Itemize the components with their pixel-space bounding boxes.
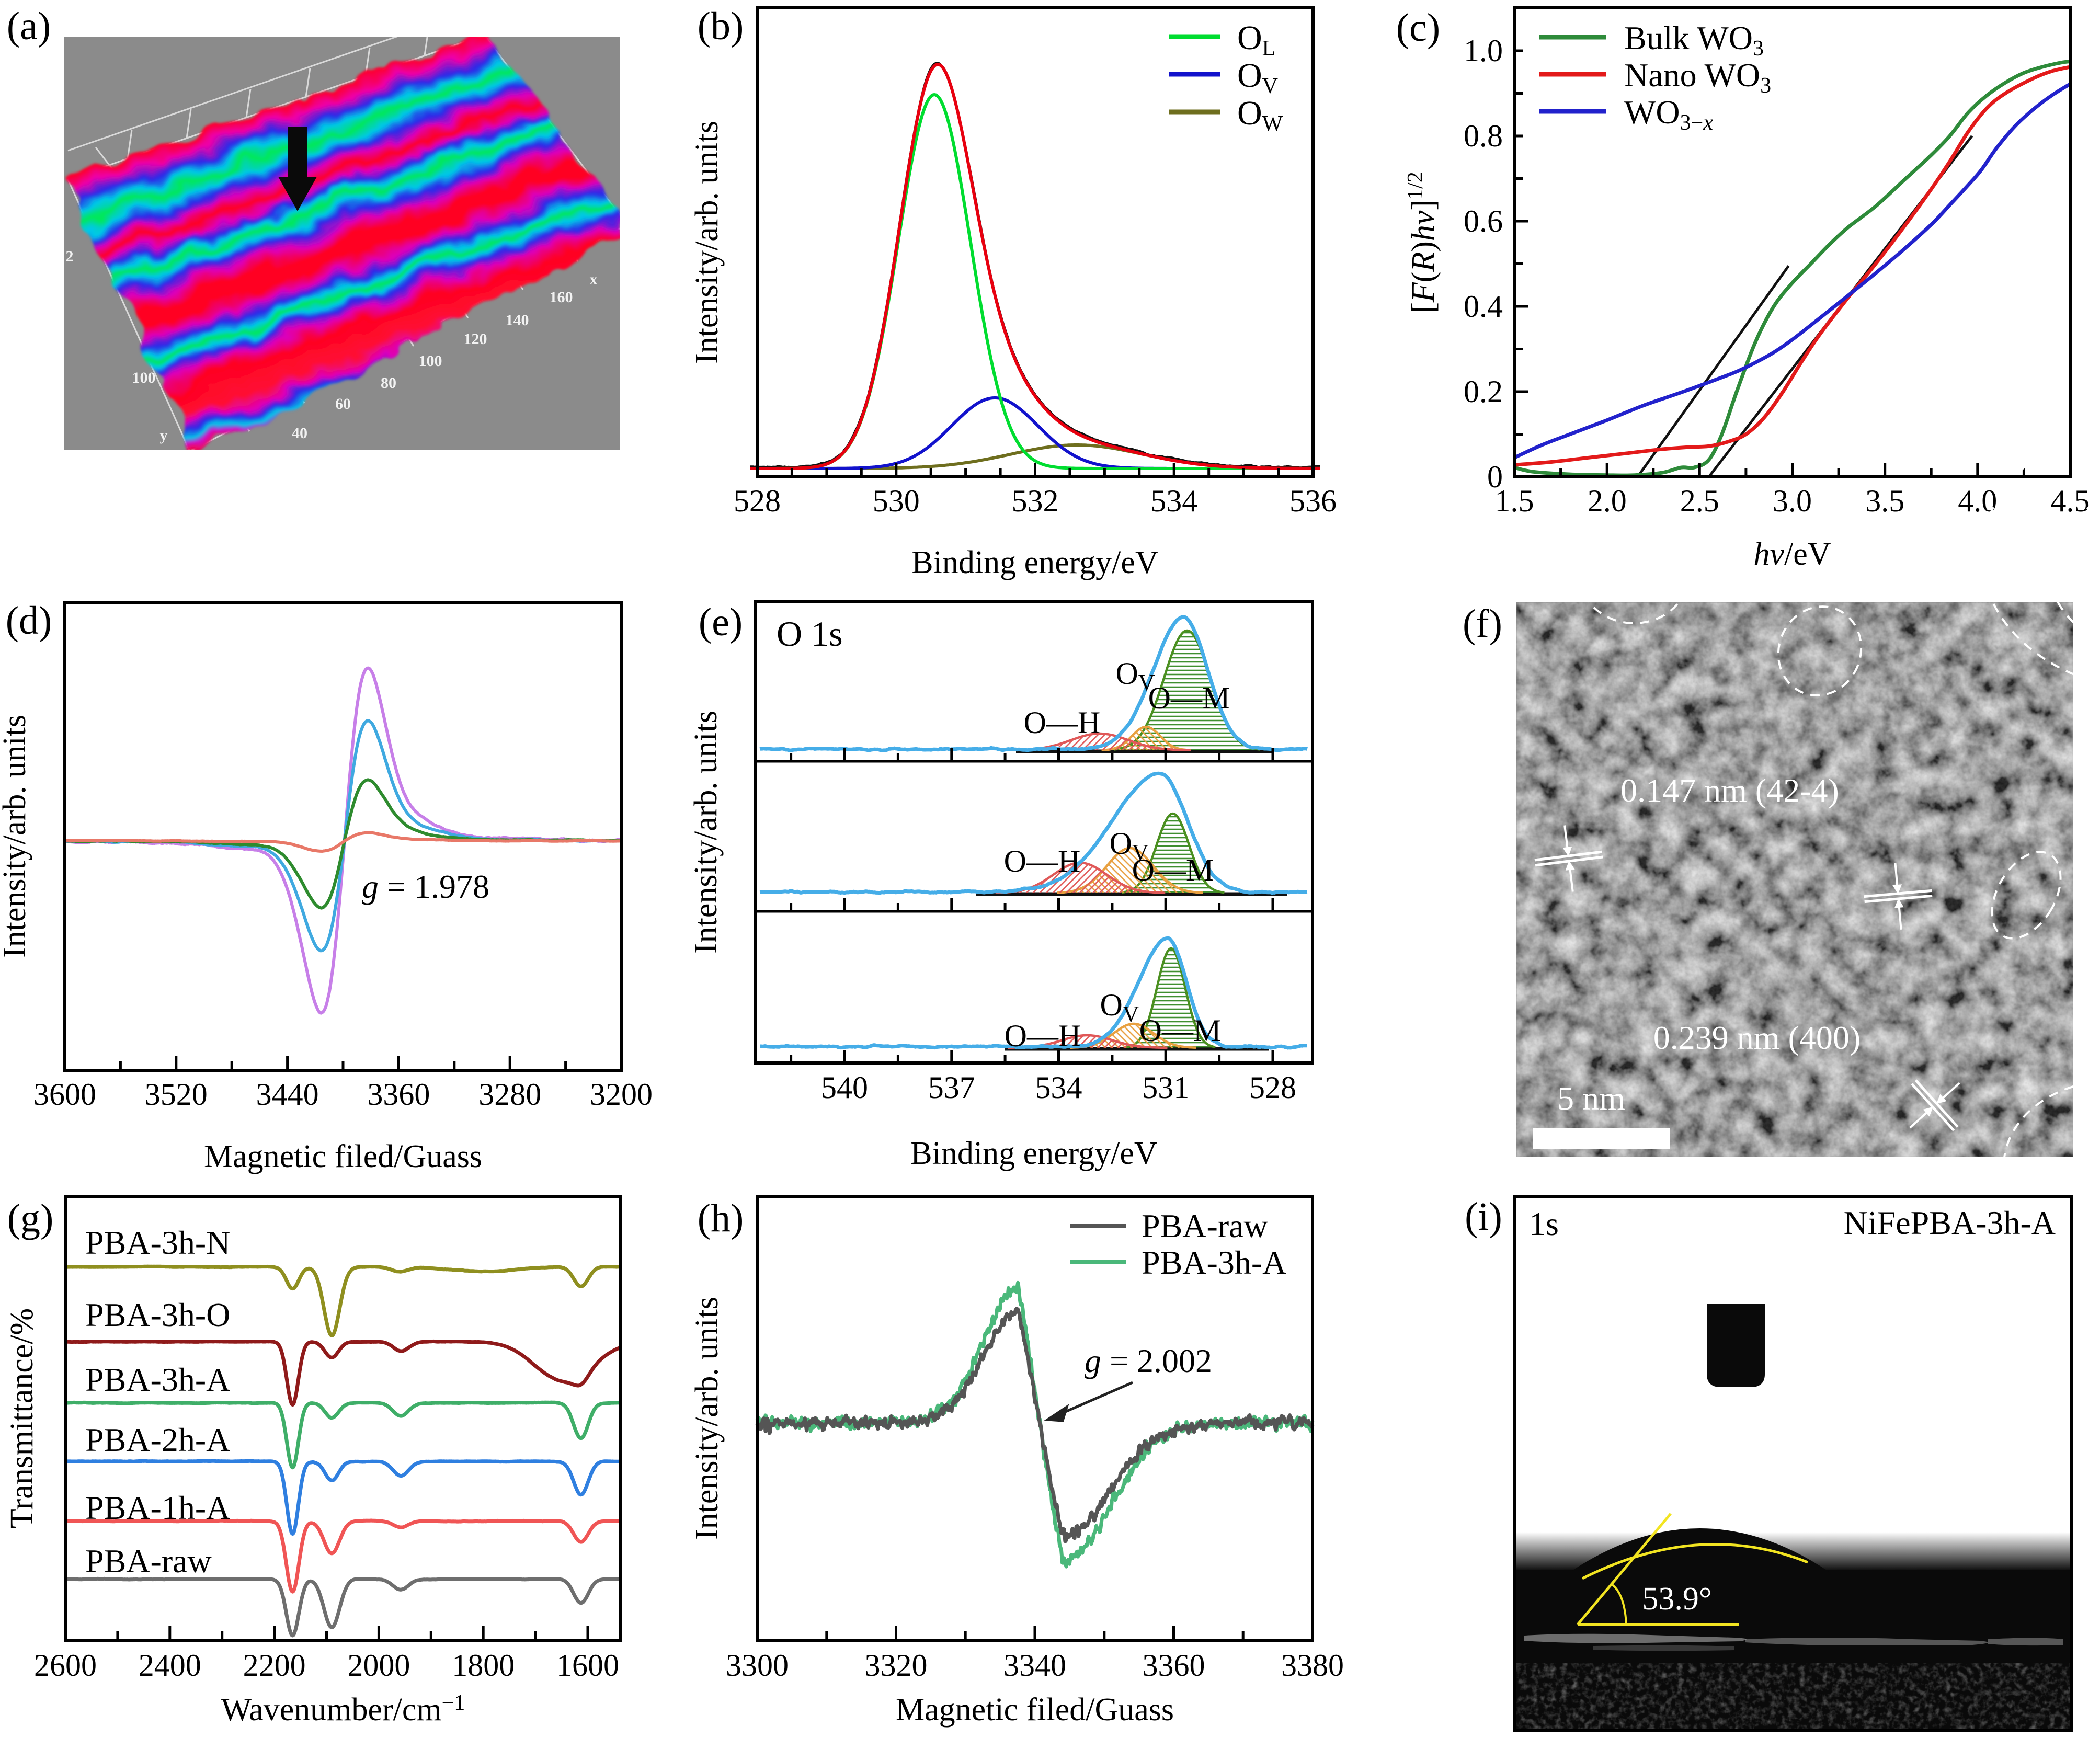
svg-text:0: 0 bbox=[1487, 460, 1503, 494]
svg-text:536: 536 bbox=[1289, 484, 1337, 518]
svg-text:PBA-raw: PBA-raw bbox=[1142, 1207, 1268, 1244]
svg-text:hν/eV: hν/eV bbox=[1753, 536, 1831, 572]
svg-text:2: 2 bbox=[66, 248, 74, 265]
svg-text:100: 100 bbox=[132, 369, 156, 386]
svg-text:(d): (d) bbox=[6, 599, 52, 643]
svg-text:2.5: 2.5 bbox=[1680, 484, 1719, 518]
svg-text:Transmittance/%: Transmittance/% bbox=[4, 1308, 40, 1528]
svg-text:60: 60 bbox=[335, 395, 351, 413]
svg-text:3600: 3600 bbox=[33, 1077, 96, 1112]
svg-text:120: 120 bbox=[464, 330, 487, 348]
svg-text:1.0: 1.0 bbox=[1464, 33, 1503, 68]
svg-text:Binding energy/eV: Binding energy/eV bbox=[911, 545, 1159, 580]
svg-text:2000: 2000 bbox=[347, 1648, 410, 1683]
svg-text:PBA-3h-A: PBA-3h-A bbox=[85, 1361, 230, 1398]
svg-text:140: 140 bbox=[506, 312, 529, 329]
svg-text:3.0: 3.0 bbox=[1773, 484, 1812, 518]
svg-text:4.5: 4.5 bbox=[2051, 484, 2090, 518]
svg-text:3380: 3380 bbox=[1281, 1648, 1344, 1683]
svg-text:3300: 3300 bbox=[726, 1648, 789, 1683]
svg-text:1600: 1600 bbox=[556, 1648, 619, 1683]
svg-text:Intensity/arb. units: Intensity/arb. units bbox=[689, 121, 725, 364]
svg-text:(i): (i) bbox=[1465, 1195, 1502, 1239]
svg-text:Nano WO3: Nano WO3 bbox=[1624, 56, 1771, 98]
svg-text:Intensity/arb. units: Intensity/arb. units bbox=[688, 711, 724, 954]
svg-text:532: 532 bbox=[1012, 484, 1059, 518]
svg-text:PBA-3h-N: PBA-3h-N bbox=[85, 1224, 230, 1261]
svg-text:(c): (c) bbox=[1396, 6, 1440, 50]
svg-text:2200: 2200 bbox=[243, 1648, 306, 1683]
svg-text:O—H: O—H bbox=[1005, 1019, 1081, 1053]
svg-text:0.147 nm (42-4): 0.147 nm (42-4) bbox=[1620, 772, 1839, 809]
svg-text:Magnetic filed/Guass: Magnetic filed/Guass bbox=[204, 1139, 482, 1174]
svg-text:537: 537 bbox=[928, 1070, 975, 1105]
svg-text:0.6: 0.6 bbox=[1464, 204, 1503, 238]
svg-text:3360: 3360 bbox=[367, 1077, 430, 1112]
svg-text:1800: 1800 bbox=[452, 1648, 515, 1683]
svg-text:534: 534 bbox=[1150, 484, 1197, 518]
svg-text:x: x bbox=[590, 271, 598, 288]
svg-text:O—H: O—H bbox=[1024, 705, 1101, 740]
svg-text:160: 160 bbox=[550, 289, 573, 306]
svg-text:53.9°: 53.9° bbox=[1642, 1581, 1711, 1617]
svg-text:g = 1.978: g = 1.978 bbox=[362, 868, 489, 905]
svg-text:(e): (e) bbox=[699, 600, 743, 644]
svg-text:100: 100 bbox=[419, 352, 442, 370]
svg-text:(b): (b) bbox=[698, 4, 744, 48]
svg-text:3200: 3200 bbox=[590, 1077, 653, 1112]
svg-text:(g): (g) bbox=[7, 1196, 54, 1240]
svg-text:80: 80 bbox=[381, 374, 396, 392]
svg-text:O—M: O—M bbox=[1148, 681, 1230, 715]
svg-text:(h): (h) bbox=[698, 1196, 744, 1240]
svg-text:O—H: O—H bbox=[1004, 844, 1081, 878]
svg-text:PBA-2h-A: PBA-2h-A bbox=[85, 1421, 230, 1458]
svg-text:PBA-raw: PBA-raw bbox=[85, 1542, 212, 1580]
svg-text:5 nm: 5 nm bbox=[1557, 1080, 1625, 1117]
svg-text:3340: 3340 bbox=[1003, 1648, 1066, 1683]
svg-text:3.5: 3.5 bbox=[1865, 484, 1904, 518]
svg-text:0.8: 0.8 bbox=[1464, 119, 1503, 153]
svg-text:1.5: 1.5 bbox=[1495, 484, 1534, 518]
svg-text:2400: 2400 bbox=[139, 1648, 201, 1683]
svg-text:(f): (f) bbox=[1463, 602, 1502, 646]
svg-text:Intensity/arb. units: Intensity/arb. units bbox=[0, 715, 32, 958]
svg-text:O—M: O—M bbox=[1139, 1013, 1222, 1048]
svg-text:Magnetic filed/Guass: Magnetic filed/Guass bbox=[896, 1692, 1174, 1728]
svg-text:PBA-3h-A: PBA-3h-A bbox=[1142, 1244, 1286, 1281]
svg-text:Bulk WO3: Bulk WO3 bbox=[1624, 19, 1764, 61]
svg-text:40: 40 bbox=[292, 425, 307, 442]
svg-text:0.239 nm (400): 0.239 nm (400) bbox=[1653, 1019, 1861, 1056]
svg-text:2600: 2600 bbox=[34, 1648, 97, 1683]
svg-text:Wavenumber/cm−1: Wavenumber/cm−1 bbox=[221, 1691, 465, 1728]
svg-text:y: y bbox=[160, 427, 168, 444]
svg-text:PBA-3h-O: PBA-3h-O bbox=[85, 1296, 230, 1333]
svg-text:NiFePBA-3h-A: NiFePBA-3h-A bbox=[1844, 1204, 2056, 1241]
svg-text:528: 528 bbox=[1249, 1070, 1296, 1105]
svg-text:0.4: 0.4 bbox=[1464, 289, 1503, 324]
svg-text:Intensity/arb. units: Intensity/arb. units bbox=[689, 1297, 725, 1540]
svg-text:2.0: 2.0 bbox=[1588, 484, 1627, 518]
svg-text:530: 530 bbox=[873, 484, 920, 518]
svg-text:528: 528 bbox=[734, 484, 781, 518]
svg-text:3440: 3440 bbox=[256, 1077, 319, 1112]
svg-text:(a): (a) bbox=[7, 4, 51, 48]
svg-text:g = 2.002: g = 2.002 bbox=[1085, 1342, 1212, 1379]
svg-text:3320: 3320 bbox=[865, 1648, 928, 1683]
svg-text:534: 534 bbox=[1035, 1070, 1082, 1105]
svg-text:3280: 3280 bbox=[478, 1077, 541, 1112]
svg-text:PBA-1h-A: PBA-1h-A bbox=[85, 1489, 230, 1526]
svg-text:O—M: O—M bbox=[1132, 853, 1214, 887]
svg-text:Binding energy/eV: Binding energy/eV bbox=[910, 1136, 1158, 1171]
svg-text:3360: 3360 bbox=[1143, 1648, 1205, 1683]
svg-text:O 1s: O 1s bbox=[777, 614, 843, 654]
svg-text:1s: 1s bbox=[1529, 1205, 1559, 1242]
svg-text:540: 540 bbox=[821, 1070, 868, 1105]
svg-text:531: 531 bbox=[1142, 1070, 1189, 1105]
svg-text:0.2: 0.2 bbox=[1464, 374, 1503, 409]
svg-text:3520: 3520 bbox=[145, 1077, 208, 1112]
